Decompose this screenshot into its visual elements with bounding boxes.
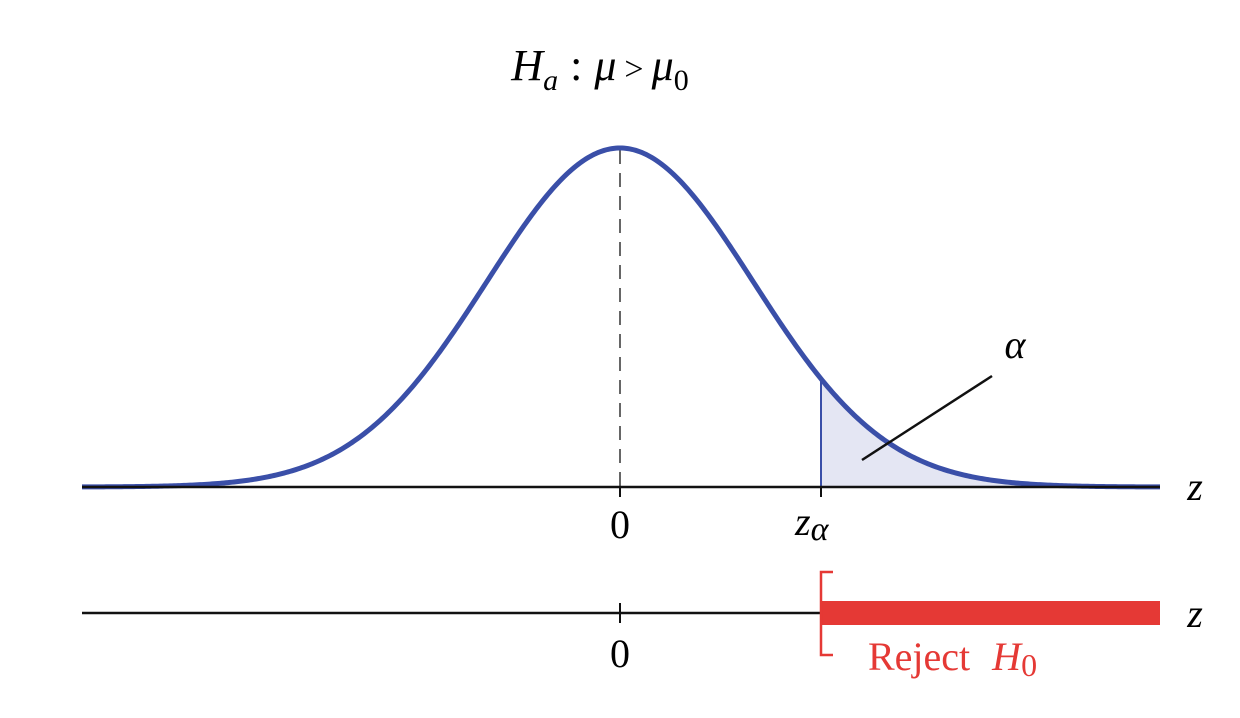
title-mu2-sub: 0: [674, 64, 689, 97]
title-colon: :: [570, 41, 582, 90]
reject-h-sub: 0: [1021, 647, 1037, 683]
critical-z: z: [794, 499, 811, 544]
critical-sub: α: [811, 511, 830, 548]
critical-label: zα: [794, 499, 830, 548]
reject-label: Reject H0: [868, 634, 1037, 683]
zero-label: 0: [610, 631, 630, 676]
reject-text: Reject: [868, 634, 970, 679]
zero-label: 0: [610, 502, 630, 547]
alpha-label: α: [1005, 322, 1027, 367]
alpha-pointer: [861, 374, 993, 462]
title-mu2: μ: [651, 41, 674, 90]
axis-label: z: [1186, 591, 1203, 636]
title: Ha: μ > μ0: [510, 41, 688, 97]
title-mu: μ: [593, 41, 616, 90]
alpha-region: [821, 378, 1160, 487]
title-h: H: [510, 41, 545, 90]
reject-h: H: [991, 634, 1023, 679]
normal-curve: [81, 145, 1160, 490]
axis-label: z: [1186, 464, 1203, 509]
reject-bracket: [819, 570, 833, 657]
title-h-sub: a: [543, 64, 558, 97]
title-gt: >: [624, 51, 643, 88]
reject-region: [821, 601, 1160, 625]
